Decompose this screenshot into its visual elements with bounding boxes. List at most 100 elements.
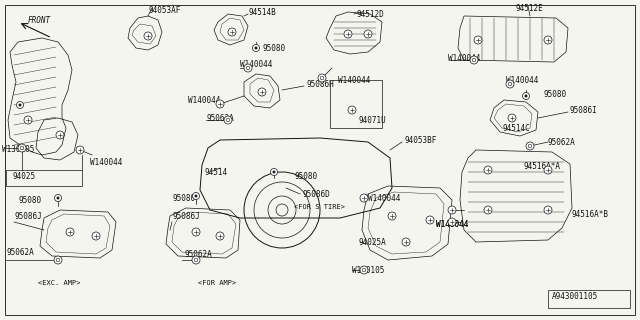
Circle shape (344, 30, 352, 38)
Circle shape (144, 32, 152, 40)
Circle shape (388, 212, 396, 220)
Text: 95062A: 95062A (6, 248, 34, 257)
Circle shape (66, 228, 74, 236)
Text: W140044: W140044 (436, 220, 468, 229)
Circle shape (194, 258, 198, 262)
Text: W140044: W140044 (240, 60, 273, 69)
Circle shape (258, 88, 266, 96)
Text: W140044: W140044 (90, 158, 122, 167)
Circle shape (193, 193, 200, 199)
Circle shape (54, 256, 62, 264)
Circle shape (224, 116, 232, 124)
Circle shape (216, 100, 224, 108)
Text: 95062A: 95062A (548, 138, 576, 147)
Text: W140044: W140044 (188, 96, 220, 105)
Circle shape (506, 80, 514, 88)
Circle shape (56, 258, 60, 262)
Text: FRONT: FRONT (28, 16, 51, 25)
Circle shape (216, 232, 224, 240)
Text: 94516A*B: 94516A*B (572, 210, 609, 219)
Circle shape (226, 118, 230, 122)
Text: 95086I: 95086I (570, 106, 598, 115)
Text: 94025A: 94025A (358, 238, 386, 247)
Text: 95080: 95080 (294, 172, 317, 181)
Circle shape (273, 171, 275, 173)
Circle shape (192, 256, 200, 264)
Text: 95080: 95080 (544, 90, 567, 99)
Circle shape (253, 44, 259, 52)
Circle shape (362, 268, 366, 272)
Circle shape (244, 64, 252, 72)
Text: 94512E: 94512E (516, 4, 544, 13)
Text: W140044: W140044 (448, 54, 481, 63)
Circle shape (484, 166, 492, 174)
Circle shape (20, 146, 24, 150)
Text: A943001105: A943001105 (552, 292, 598, 301)
Circle shape (192, 228, 200, 236)
Circle shape (474, 36, 482, 44)
Circle shape (18, 144, 26, 152)
Text: 94053BF: 94053BF (404, 136, 436, 145)
Text: 95086J: 95086J (172, 212, 200, 221)
Text: 94516A*A: 94516A*A (524, 162, 561, 171)
Circle shape (472, 58, 476, 62)
Text: 95080: 95080 (18, 196, 41, 205)
Circle shape (525, 95, 527, 97)
Circle shape (508, 82, 512, 86)
Text: <EXC. AMP>: <EXC. AMP> (38, 280, 81, 286)
Text: <FOR S TIRE>: <FOR S TIRE> (294, 204, 345, 210)
Circle shape (255, 47, 257, 49)
Circle shape (24, 116, 32, 124)
Circle shape (402, 238, 410, 246)
Text: 94514C: 94514C (502, 124, 530, 133)
Circle shape (92, 232, 100, 240)
Text: 94025: 94025 (12, 172, 35, 181)
Text: W140044: W140044 (338, 76, 371, 85)
Circle shape (228, 28, 236, 36)
Circle shape (360, 266, 368, 274)
Circle shape (526, 142, 534, 150)
Circle shape (544, 166, 552, 174)
Circle shape (76, 146, 84, 154)
Circle shape (544, 206, 552, 214)
Circle shape (318, 74, 326, 82)
Circle shape (320, 76, 324, 80)
Circle shape (348, 106, 356, 114)
Circle shape (17, 101, 24, 108)
Text: 95080: 95080 (262, 44, 285, 53)
Text: 94071U: 94071U (358, 116, 386, 125)
Text: 95062A: 95062A (206, 114, 234, 123)
Circle shape (426, 216, 434, 224)
Text: 94514: 94514 (204, 168, 227, 177)
Text: <FOR AMP>: <FOR AMP> (198, 280, 236, 286)
Text: 94514B: 94514B (248, 8, 276, 17)
Circle shape (522, 92, 529, 100)
Text: 94053AF: 94053AF (148, 6, 180, 15)
Circle shape (19, 104, 21, 106)
Circle shape (448, 206, 456, 214)
Text: W130105: W130105 (352, 266, 385, 275)
Circle shape (528, 144, 532, 148)
Circle shape (364, 30, 372, 38)
Circle shape (195, 195, 197, 197)
Text: W140044: W140044 (506, 76, 538, 85)
Circle shape (360, 194, 368, 202)
Text: 95062A: 95062A (184, 250, 212, 259)
Text: W140044: W140044 (436, 220, 468, 229)
Text: 95086H: 95086H (306, 80, 333, 89)
Circle shape (544, 36, 552, 44)
Circle shape (484, 206, 492, 214)
Circle shape (54, 195, 61, 202)
Circle shape (448, 218, 456, 226)
Circle shape (57, 197, 60, 199)
Text: 95086D: 95086D (302, 190, 330, 199)
Circle shape (56, 131, 64, 139)
Circle shape (470, 56, 478, 64)
Text: 95086J: 95086J (14, 212, 42, 221)
Text: W140044: W140044 (368, 194, 401, 203)
Text: 94512D: 94512D (356, 10, 384, 19)
Text: W130105: W130105 (2, 145, 35, 154)
Text: 95080: 95080 (172, 194, 195, 203)
Circle shape (508, 114, 516, 122)
Circle shape (271, 169, 278, 175)
